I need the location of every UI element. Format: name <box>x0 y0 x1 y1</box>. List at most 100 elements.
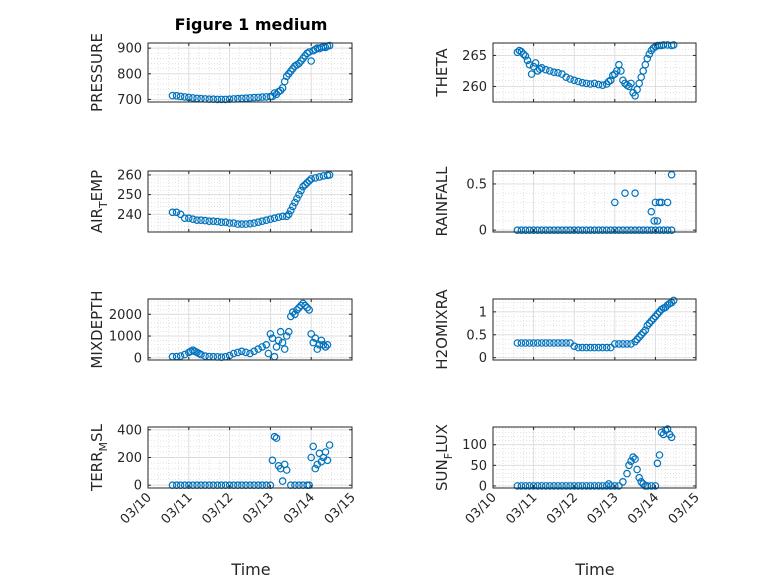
data-point <box>667 226 676 235</box>
data-point <box>647 207 656 216</box>
data-point <box>667 433 676 442</box>
data-point <box>582 343 591 352</box>
data-point <box>311 464 320 473</box>
subplot-3: 240 250 260 AIRTEMP <box>88 168 353 233</box>
data-point <box>180 93 189 101</box>
data-point <box>582 482 591 490</box>
data-point <box>250 93 258 102</box>
data-point <box>262 216 271 225</box>
data-point <box>637 330 646 339</box>
data-point <box>293 306 301 314</box>
data-point <box>554 339 562 347</box>
data-point <box>647 482 656 490</box>
data-point <box>655 226 664 235</box>
data-point <box>545 482 554 490</box>
data-point <box>309 442 318 451</box>
data-point <box>594 482 603 490</box>
data-point <box>625 461 633 470</box>
data-point <box>649 314 658 323</box>
data-point <box>525 339 534 347</box>
data-point <box>305 177 314 185</box>
data-point <box>623 226 631 235</box>
data-point <box>610 482 619 490</box>
data-point <box>533 226 542 235</box>
data-point <box>288 202 297 211</box>
axes-box <box>492 42 697 103</box>
data-point <box>533 339 542 347</box>
data-point <box>645 319 654 328</box>
data-point <box>545 67 554 75</box>
data-point <box>582 79 591 88</box>
data-point <box>541 226 550 235</box>
data-point <box>606 343 615 352</box>
data-point <box>558 482 566 490</box>
data-point <box>586 343 595 352</box>
data-point <box>635 473 644 482</box>
data-point <box>323 340 332 349</box>
data-point <box>266 330 275 338</box>
data-point <box>669 296 678 305</box>
data-point <box>627 79 635 88</box>
data-point <box>590 226 599 235</box>
data-point <box>545 226 554 235</box>
y-tick-label: 0 <box>479 224 487 239</box>
y-axis-label: TERRMSL <box>88 423 110 492</box>
data-point <box>635 226 644 235</box>
data-point <box>246 349 254 358</box>
data-point <box>519 50 528 59</box>
data-point <box>570 76 579 85</box>
data-point <box>307 175 316 183</box>
data-point <box>242 94 250 103</box>
y-axis-label: SUNFLUX <box>433 424 455 491</box>
data-point <box>325 41 334 50</box>
data-point <box>578 78 587 87</box>
data-point <box>529 482 538 490</box>
data-point <box>258 93 267 101</box>
data-point <box>197 350 205 359</box>
data-point <box>246 94 254 102</box>
data-point <box>315 173 324 181</box>
plot-area <box>493 43 696 102</box>
data-point <box>550 68 558 77</box>
data-point <box>627 457 635 466</box>
data-point <box>631 455 639 463</box>
axes-box <box>492 298 697 361</box>
data-point <box>286 312 295 321</box>
data-point <box>295 190 303 199</box>
subplot-1: 700 800 900 PRESSURE <box>88 33 353 112</box>
data-point <box>168 208 177 217</box>
subplot-8: 0 50 100 03/10 03/11 03/12 03/13 03/14 03/15 SUNF… <box>433 424 703 527</box>
axes-box <box>492 170 697 233</box>
data-point <box>513 226 522 235</box>
data-point <box>566 75 574 83</box>
data-point <box>525 482 534 490</box>
data-point <box>639 226 648 235</box>
data-point <box>311 174 320 182</box>
data-point <box>513 482 522 490</box>
data-point <box>615 340 623 348</box>
y-tick-label: 50 <box>470 459 487 474</box>
y-axis-label: RAINFALL <box>433 166 451 237</box>
x-tick-label: 03/13 <box>240 490 277 527</box>
data-point <box>610 226 619 235</box>
data-point <box>282 466 291 474</box>
data-point <box>602 482 611 490</box>
data-point <box>570 342 579 351</box>
y-tick-label: 200 <box>117 451 142 466</box>
data-point <box>250 219 258 227</box>
data-point <box>537 226 546 235</box>
data-point <box>238 347 246 356</box>
data-point <box>562 339 570 347</box>
data-point <box>262 340 271 349</box>
data-point <box>319 340 328 349</box>
data-point <box>633 335 641 344</box>
data-point <box>629 453 637 461</box>
data-point <box>598 343 607 352</box>
data-point <box>647 317 656 325</box>
y-tick-label: 0 <box>479 479 487 494</box>
data-point <box>653 217 662 225</box>
y-tick-label: 250 <box>117 188 142 203</box>
data-point <box>291 310 299 319</box>
data-point <box>653 310 662 318</box>
